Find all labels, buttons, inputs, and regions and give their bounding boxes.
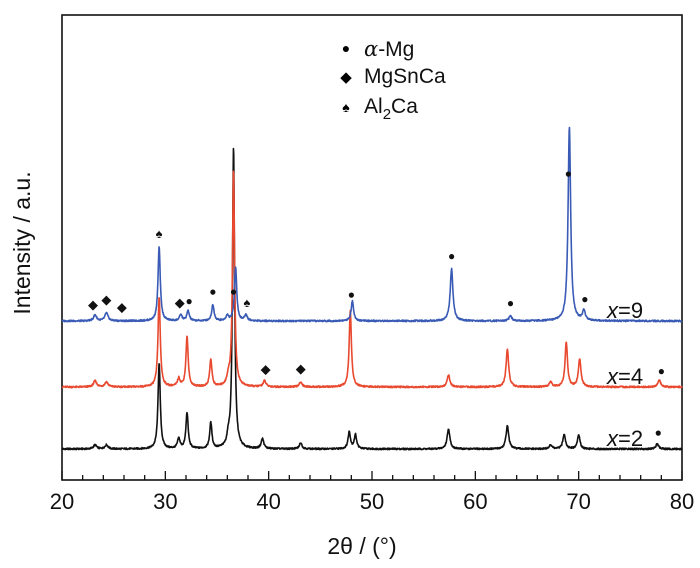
x-tick-label: 70 xyxy=(566,489,590,514)
series-layer xyxy=(61,126,683,451)
legend-label-alpha-mg: α-Mg xyxy=(364,37,414,61)
marker-dot: ● xyxy=(658,364,665,378)
marker-dot: ● xyxy=(348,288,355,302)
marker-diamond: ◆ xyxy=(261,361,271,376)
series-line-x=9 xyxy=(61,126,683,323)
marker-diamond: ◆ xyxy=(101,292,111,307)
x-tick-label: 40 xyxy=(256,489,280,514)
marker-dot: ● xyxy=(209,285,216,299)
y-axis-title: Intensity / a.u. xyxy=(9,171,35,314)
marker-diamond: ◆ xyxy=(296,361,306,376)
marker-spade: ♠ xyxy=(244,295,251,310)
x-axis: 20 30 40 50 60 70 80 xyxy=(50,471,694,514)
marker-spade: ♠ xyxy=(156,226,163,241)
legend-label-al2ca: Al2Ca xyxy=(364,95,418,123)
x-tick-label: 20 xyxy=(50,489,74,514)
x-tick-label: 30 xyxy=(153,489,177,514)
marker-dot: ● xyxy=(581,292,588,306)
series-line-x=4 xyxy=(61,170,683,389)
series-label-x=9: x=9 xyxy=(606,298,643,323)
x-axis-title: 2θ / (°) xyxy=(327,533,396,559)
marker-diamond: ◆ xyxy=(175,295,185,310)
marker-dot: ● xyxy=(507,296,514,310)
x-tick-label: 50 xyxy=(360,489,384,514)
x-tick-label: 80 xyxy=(670,489,694,514)
marker-dot: ● xyxy=(185,294,192,308)
marker-dot: ● xyxy=(230,284,237,298)
legend: ● α-Mg ◆ MgSnCa ♠ Al2Ca xyxy=(340,37,446,123)
legend-symbol-al2ca: ♠ xyxy=(342,99,350,115)
legend-label-mgsnca: MgSnCa xyxy=(364,65,446,88)
legend-symbol-mgsnca: ◆ xyxy=(340,69,352,86)
series-labels: x=2 x=4 x=9 xyxy=(606,298,643,451)
marker-dot: ● xyxy=(448,249,455,263)
phase-markers: ♠●◆ ◆◆ ◆ ●●♠●●●●●◆ ◆ ●● xyxy=(88,167,665,440)
legend-symbol-alpha-mg: ● xyxy=(342,40,350,56)
series-label-x=2: x=2 xyxy=(606,426,643,451)
marker-dot: ● xyxy=(565,167,572,181)
x-tick-label: 60 xyxy=(463,489,487,514)
series-line-x=2 xyxy=(61,147,683,451)
marker-dot: ● xyxy=(655,425,662,439)
series-label-x=4: x=4 xyxy=(606,364,643,389)
marker-diamond: ◆ xyxy=(117,300,127,315)
marker-diamond: ◆ xyxy=(88,297,98,312)
